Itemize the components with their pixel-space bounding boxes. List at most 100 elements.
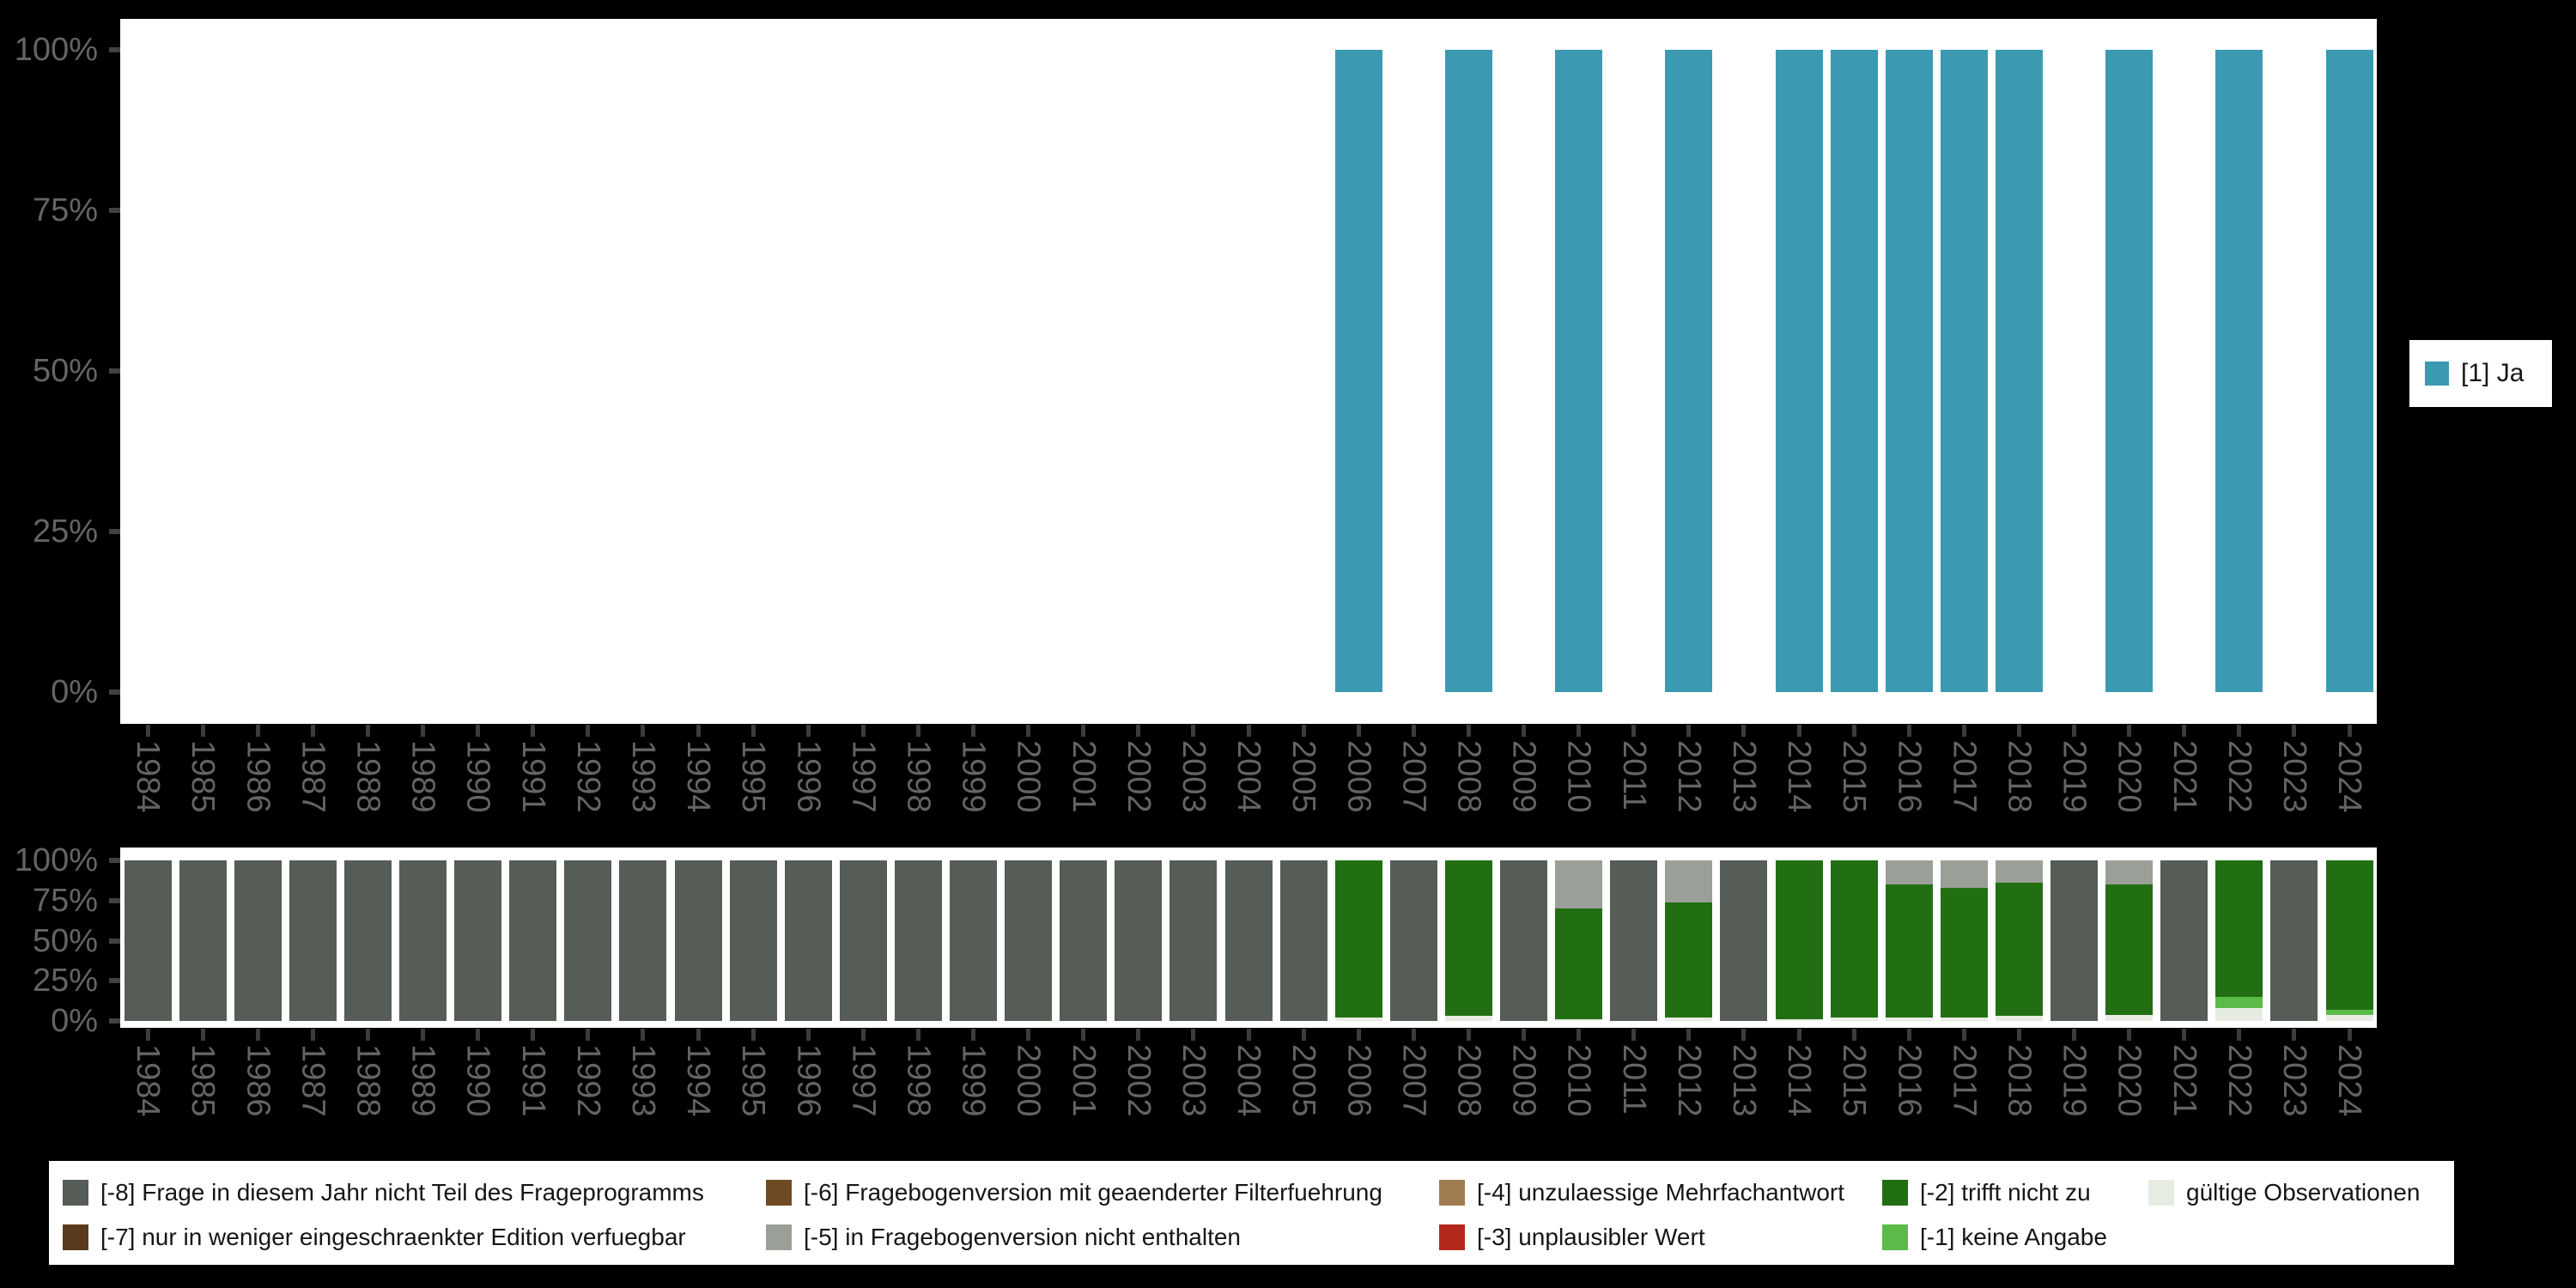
missing-segment--8-2007 — [1389, 860, 1437, 1021]
x-tick-mark — [1906, 725, 1911, 737]
x-tick-label-1999: 1999 — [955, 740, 992, 813]
ja-bar-2015 — [1830, 50, 1878, 692]
x-tick-label-2011: 2011 — [1615, 1044, 1652, 1115]
missing-segment--1-2024 — [2325, 1009, 2373, 1015]
missing-segment--2-2006 — [1334, 860, 1382, 1018]
ja-bar-2014 — [1775, 50, 1823, 692]
missing-segment-valid-2018 — [1995, 1016, 2043, 1021]
missing-segment--8-1988 — [343, 860, 392, 1021]
legend-label--7: [-7] nur in weniger eingeschraenkter Edi… — [100, 1224, 686, 1250]
ja-bar-2016 — [1885, 50, 1933, 692]
missing-segment--8-2023 — [2270, 860, 2318, 1021]
missing-segment-valid-2017 — [1940, 1018, 1988, 1021]
missing-segment-valid-2022 — [2215, 1008, 2263, 1021]
x-tick-mark — [1136, 1029, 1141, 1041]
x-tick-mark — [805, 725, 811, 737]
legend-swatch-valid — [2148, 1180, 2174, 1206]
x-tick-mark — [1796, 1029, 1801, 1041]
ja-legend-swatch — [2425, 361, 2449, 386]
x-tick-mark — [1631, 725, 1637, 737]
x-tick-mark — [860, 1029, 866, 1041]
y-tick-mark — [109, 368, 120, 374]
missing-segment--8-1985 — [179, 860, 227, 1021]
x-tick-label-1990: 1990 — [459, 1044, 496, 1117]
x-tick-mark — [1411, 1029, 1416, 1041]
x-tick-mark — [2016, 725, 2021, 737]
x-tick-mark — [2016, 1029, 2021, 1041]
missing-segment--2-2016 — [1885, 884, 1933, 1018]
missing-segment--2-2008 — [1444, 860, 1492, 1017]
x-tick-mark — [476, 1029, 481, 1041]
x-tick-mark — [1522, 1029, 1527, 1041]
x-tick-mark — [1686, 1029, 1692, 1041]
x-tick-mark — [200, 725, 205, 737]
x-tick-mark — [971, 725, 976, 737]
missing-segment--5-2018 — [1995, 860, 2043, 884]
x-tick-label-2009: 2009 — [1505, 740, 1542, 813]
x-tick-label-1988: 1988 — [349, 1044, 386, 1117]
x-tick-mark — [1961, 1029, 1966, 1041]
x-tick-label-2021: 2021 — [2166, 740, 2202, 813]
x-tick-mark — [1631, 1029, 1637, 1041]
x-tick-mark — [2127, 1029, 2132, 1041]
y-tick-mark — [109, 978, 120, 984]
x-tick-mark — [2292, 1029, 2297, 1041]
missing-segment--8-2009 — [1500, 860, 1548, 1021]
x-tick-mark — [586, 1029, 591, 1041]
missing-segment--8-2021 — [2160, 860, 2208, 1021]
missing-segment--8-1998 — [894, 860, 942, 1021]
x-tick-mark — [145, 725, 150, 737]
x-tick-mark — [1026, 725, 1031, 737]
missing-segment-valid-2014 — [1775, 1019, 1823, 1021]
x-tick-label-1988: 1988 — [349, 740, 386, 813]
x-tick-label-2007: 2007 — [1395, 740, 1432, 813]
y-tick-mark — [109, 897, 120, 903]
missing-segment--8-1986 — [234, 860, 282, 1021]
missing-segment-valid-2008 — [1444, 1016, 1492, 1021]
x-tick-label-2003: 2003 — [1175, 740, 1212, 813]
missing-segment--8-1992 — [564, 860, 612, 1021]
missing-segment--8-2004 — [1224, 860, 1273, 1021]
x-tick-label-2002: 2002 — [1120, 740, 1157, 813]
x-tick-mark — [1246, 1029, 1251, 1041]
y-tick-mark — [109, 529, 120, 534]
missing-segment--5-2020 — [2105, 860, 2154, 885]
x-tick-mark — [2347, 725, 2352, 737]
missing-segment--2-2020 — [2105, 884, 2154, 1015]
x-tick-mark — [421, 725, 426, 737]
missing-segment--8-2019 — [2050, 860, 2099, 1021]
missing-segment--5-2017 — [1940, 860, 1988, 888]
x-tick-mark — [1136, 725, 1141, 737]
x-tick-mark — [1741, 725, 1747, 737]
x-tick-label-2018: 2018 — [2001, 740, 2038, 813]
missing-segment--8-2003 — [1170, 860, 1218, 1021]
x-tick-label-1993: 1993 — [624, 740, 661, 813]
legend-swatch--4 — [1439, 1180, 1465, 1206]
missing-segment-valid-2006 — [1334, 1018, 1382, 1021]
x-tick-label-2012: 2012 — [1670, 740, 1707, 813]
x-tick-label-2022: 2022 — [2221, 740, 2257, 813]
x-tick-label-1995: 1995 — [735, 740, 772, 813]
x-tick-label-2000: 2000 — [1010, 740, 1047, 813]
x-tick-mark — [915, 725, 920, 737]
ja-bar-2010 — [1555, 50, 1603, 692]
x-tick-label-2018: 2018 — [2001, 1044, 2038, 1117]
legend-label--2: [-2] trifft nicht zu — [1920, 1179, 2091, 1206]
x-tick-mark — [696, 1029, 701, 1041]
missing-segment-valid-2020 — [2105, 1014, 2154, 1021]
missing-segment--8-1999 — [950, 860, 998, 1021]
x-tick-label-1986: 1986 — [240, 1044, 276, 1117]
legend-swatch--1 — [1882, 1224, 1908, 1250]
x-tick-label-1987: 1987 — [295, 740, 331, 813]
x-tick-mark — [915, 1029, 920, 1041]
x-tick-mark — [2127, 725, 2132, 737]
x-tick-mark — [1741, 1029, 1747, 1041]
x-tick-label-2023: 2023 — [2275, 1044, 2312, 1117]
x-tick-label-2005: 2005 — [1285, 1044, 1322, 1117]
x-tick-mark — [1301, 725, 1306, 737]
ja-bar-2006 — [1334, 50, 1382, 692]
x-tick-label-2000: 2000 — [1010, 1044, 1047, 1117]
x-tick-label-2014: 2014 — [1781, 740, 1818, 813]
x-tick-label-2011: 2011 — [1615, 740, 1652, 811]
